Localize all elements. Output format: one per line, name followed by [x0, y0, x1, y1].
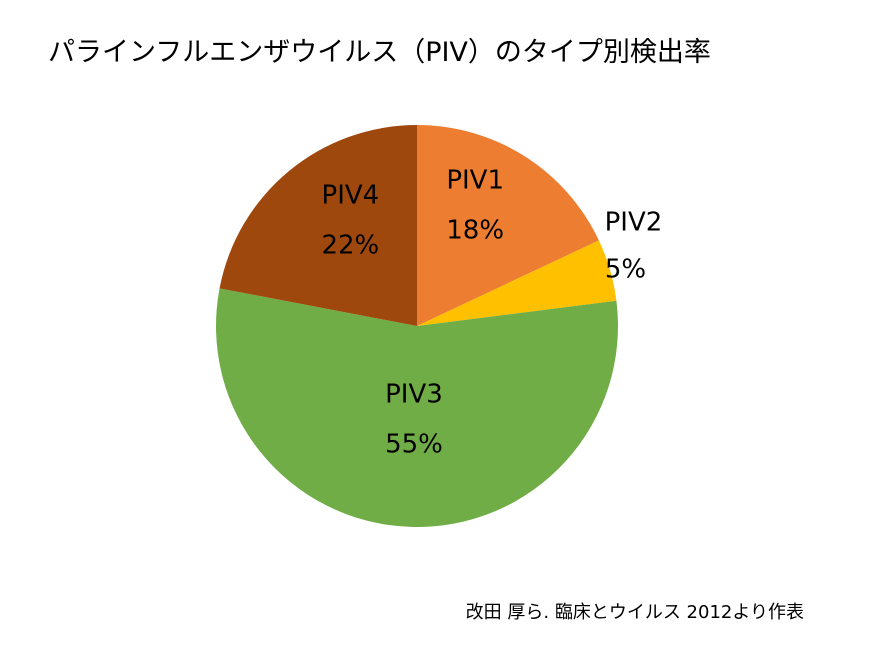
slice-name-piv2: PIV2 — [605, 207, 663, 237]
pie-labels: PIV1 18% PIV2 5% PIV3 55% PIV4 22% — [321, 165, 662, 459]
slice-name-piv4: PIV4 — [322, 180, 380, 210]
chart-title: パラインフルエンザウイルス（PIV）のタイプ別検出率 — [48, 37, 711, 68]
pie-slice-piv4 — [219, 125, 417, 326]
slice-value-piv3: 55% — [385, 429, 443, 459]
pie-slice-piv2 — [417, 240, 617, 326]
slice-name-piv3: PIV3 — [385, 379, 443, 409]
pie-slice-piv1 — [417, 125, 599, 326]
slice-value-piv4: 22% — [321, 230, 379, 260]
pie-slice-piv3 — [215, 288, 619, 528]
source-note: 改田 厚ら. 臨床とウイルス 2012より作表 — [465, 602, 804, 623]
slice-name-piv1: PIV1 — [446, 165, 504, 195]
slice-value-piv1: 18% — [446, 215, 504, 245]
slice-value-piv2: 5% — [605, 254, 646, 284]
pie-slices — [215, 125, 619, 528]
